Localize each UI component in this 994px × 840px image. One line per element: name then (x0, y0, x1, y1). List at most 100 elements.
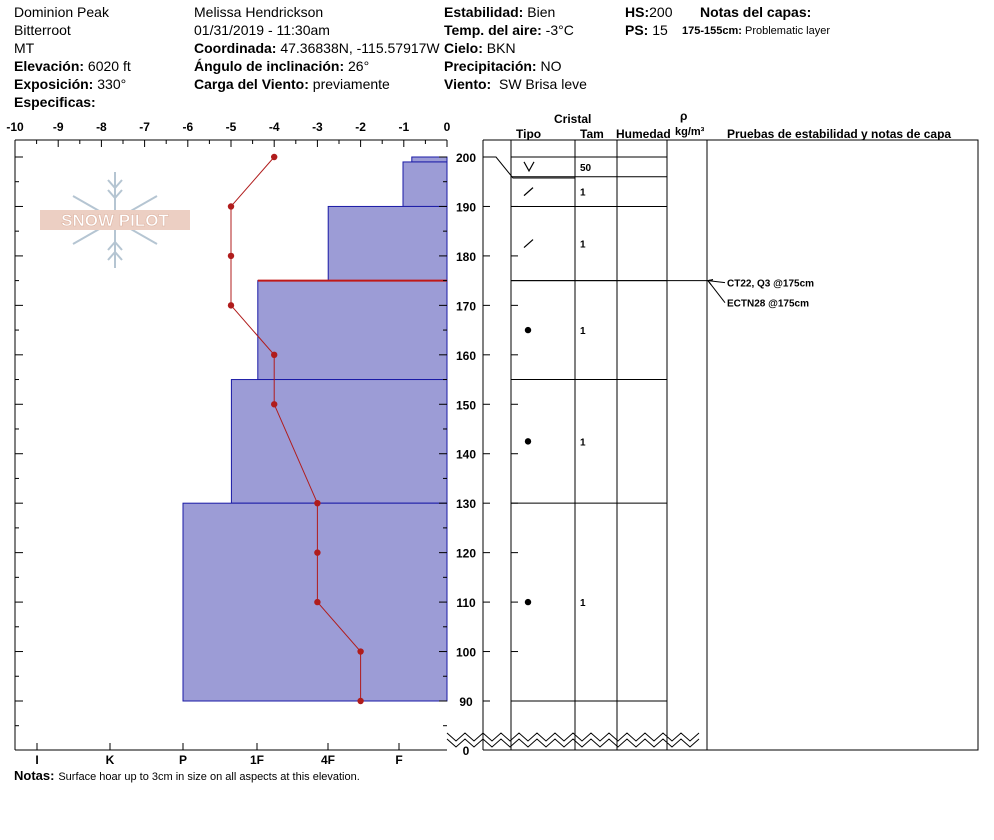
rho-header: ρ (680, 109, 688, 123)
wind: Viento: SW Brisa leve (444, 76, 587, 92)
range: Bitterroot (14, 22, 71, 38)
layer-note: 175-155cm: Problematic layer (682, 23, 830, 39)
temperature-point-8 (314, 598, 321, 606)
air-temp-value: -3°C (545, 22, 574, 38)
tests-header: Pruebas de estabilidad y notas de capa (727, 127, 952, 141)
temperature-point-1 (227, 203, 235, 210)
crystal-row-2: 1 (523, 239, 586, 251)
layer-note-range: 175-155cm: (682, 25, 742, 37)
crystal-size-label: 50 (580, 163, 592, 174)
layer-note-text: Problematic layer (745, 25, 830, 37)
stability: Estabilidad: Bien (444, 4, 555, 20)
wind-load-label: Carga del Viento: (194, 76, 309, 92)
snowpilot-watermark: SNOW PILOT (40, 172, 190, 268)
temp-tick-label: -8 (96, 120, 107, 134)
height-label: 170 (456, 299, 476, 313)
hs: HS:200 (625, 4, 672, 20)
crystal-header: Cristal (554, 112, 592, 126)
crystal-size-label: 1 (580, 188, 586, 199)
temperature-point-5 (271, 401, 278, 408)
watermark-text: SNOW PILOT (61, 211, 169, 230)
sky-value: BKN (486, 40, 516, 56)
hardness-tick-label: F (395, 753, 402, 767)
elevation: Elevación: 6020 ft (14, 58, 131, 74)
stability-test-label: ECTN28 @175cm (727, 299, 809, 310)
precipitation: Precipitación: NO (444, 58, 561, 74)
rounded-grains-icon (524, 598, 532, 606)
height-label: 130 (456, 497, 476, 511)
temp-tick-label: -5 (226, 120, 237, 134)
layer-notes-label: Notas del capas: (700, 4, 812, 20)
elevation-label: Elevación: (14, 58, 85, 74)
hardness-tick-label: K (106, 753, 115, 767)
air-temp-label: Temp. del aire: (444, 22, 542, 38)
hardness-layer-0 (411, 156, 448, 163)
hardness-tick-label: 4F (321, 753, 335, 767)
crystal-row-5: 1 (524, 598, 586, 609)
height-label: 0 (463, 744, 470, 758)
ps-value: 15 (652, 22, 668, 38)
temperature-point-3 (227, 302, 235, 309)
height-label: 160 (456, 349, 476, 363)
axis-break-zigzag-top (446, 732, 700, 742)
density-unit-header: kg/m³ (675, 126, 705, 138)
precip-value: NO (540, 58, 562, 74)
crystal-row-4: 1 (524, 437, 586, 448)
height-label: 110 (456, 596, 476, 610)
temperature-point-2 (227, 252, 235, 260)
temp-tick-label: -2 (355, 120, 366, 134)
temp-tick-label: -7 (139, 120, 150, 134)
surface-hoar-icon (523, 161, 535, 173)
height-label: 100 (456, 646, 476, 660)
rounded-grains-icon (524, 326, 532, 334)
test-leader-line (707, 280, 726, 284)
hardness-tick-label: 1F (250, 753, 264, 767)
temp-tick-label: -10 (6, 120, 24, 134)
stability-value: Bien (527, 4, 556, 20)
observer: Melissa Hendrickson (194, 4, 324, 20)
temp-tick-label: -3 (312, 120, 323, 134)
decomposing-particles-icon (523, 187, 534, 197)
notes-label: Notas: (14, 768, 55, 783)
height-label: 90 (459, 695, 473, 709)
wind-load-value: previamente (312, 76, 390, 92)
crystal-size-label: 1 (580, 598, 586, 609)
crystal-size-label: 1 (580, 437, 586, 448)
state: MT (14, 40, 35, 56)
ps: PS: 15 (625, 22, 668, 38)
crystal-size-label: 1 (580, 326, 586, 337)
temperature-point-7 (314, 549, 321, 556)
hardness-tick-label: I (35, 753, 38, 767)
wind-label: Viento: (444, 76, 492, 92)
temperature-point-9 (357, 648, 364, 655)
height-label: 140 (456, 448, 476, 462)
temperature-point-0 (271, 153, 278, 161)
height-label: 150 (456, 398, 476, 412)
height-label: 120 (456, 547, 476, 561)
height-label: 180 (456, 250, 476, 264)
type-header: Tipo (516, 127, 542, 141)
rounded-grains-icon (524, 438, 532, 445)
decomposing-particles-icon (523, 239, 534, 248)
ps-label: PS: (625, 22, 649, 38)
crystal-size-label: 1 (580, 240, 586, 251)
temp-tick-label: -6 (182, 120, 193, 134)
size-header: Tam (580, 127, 604, 141)
stability-test-label: CT22, Q3 @175cm (727, 279, 814, 290)
coords-value: 47.36838N, -115.57917W (280, 40, 440, 56)
watermark-band (40, 210, 190, 230)
aspect: Exposición: 330° (14, 76, 126, 92)
connector-line (483, 156, 575, 179)
coordinates: Coordinada: 47.36838N, -115.57917W (194, 40, 440, 56)
incline-value: 26° (348, 58, 370, 74)
datetime: 01/31/2019 - 11:30am (194, 22, 330, 38)
wind-value: SW Brisa leve (498, 76, 587, 92)
sky-label: Cielo: (444, 40, 483, 56)
hardness-tick-label: P (179, 753, 187, 767)
temp-tick-label: -9 (53, 120, 64, 134)
test-arrow-icon (707, 279, 714, 285)
hardness-layer-4 (230, 379, 448, 504)
stability-label: Estabilidad: (444, 4, 524, 20)
temp-tick-label: 0 (444, 120, 451, 134)
temp-tick-label: -4 (269, 120, 280, 134)
